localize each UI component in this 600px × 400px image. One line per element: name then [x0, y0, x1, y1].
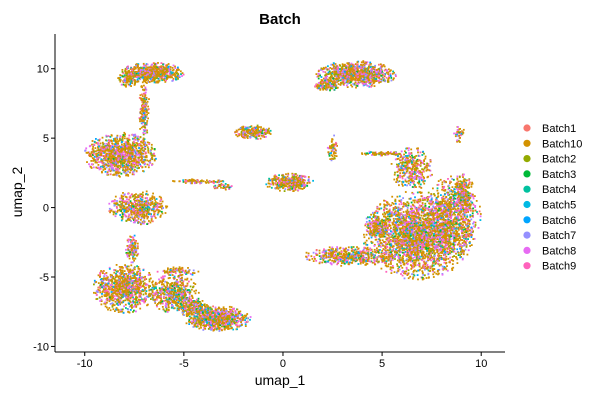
y-tick-label: 0: [43, 203, 49, 215]
legend: Batch1 Batch10 Batch2 Batch3 Batch4 Batch5 Bat…: [523, 123, 582, 273]
legend-item-batch6: Batch6: [523, 215, 576, 227]
legend-label: Batch4: [542, 184, 576, 196]
legend-swatch: [523, 155, 531, 163]
point-cluster-6: [305, 246, 396, 267]
x-tick-label: 10: [475, 358, 487, 370]
legend-label: Batch10: [542, 138, 582, 150]
point-cluster-24: [172, 178, 225, 185]
legend-item-batch8: Batch8: [523, 245, 576, 257]
legend-item-batch9: Batch9: [523, 261, 576, 273]
legend-item-batch1: Batch1: [523, 123, 576, 135]
legend-label: Batch1: [542, 123, 576, 135]
point-cluster-21: [156, 266, 200, 277]
point-cluster-17: [234, 124, 272, 140]
point-cluster-18: [265, 172, 314, 192]
x-tick-label: -10: [77, 358, 93, 370]
point-cluster-12: [108, 190, 169, 226]
legend-swatch: [523, 200, 531, 209]
y-tick-label: 5: [43, 133, 49, 145]
x-tick-label: -5: [179, 358, 189, 370]
point-cluster-10: [121, 62, 185, 84]
legend-swatch: [523, 139, 531, 147]
y-tick-label: -10: [33, 341, 49, 353]
y-tick-label: -5: [39, 272, 49, 284]
point-cluster-26: [213, 183, 233, 191]
legend-label: Batch5: [542, 200, 576, 212]
legend-label: Batch7: [542, 230, 576, 242]
x-tick-label: 5: [379, 358, 385, 370]
legend-label: Batch3: [542, 169, 576, 181]
legend-swatch: [523, 170, 531, 178]
point-cluster-23: [365, 219, 391, 238]
legend-swatch: [523, 216, 531, 224]
point-cluster-20: [125, 234, 140, 264]
point-cluster-7: [315, 60, 397, 89]
legend-label: Batch9: [542, 261, 576, 273]
legend-swatch: [523, 246, 531, 254]
point-cluster-3: [390, 147, 433, 189]
legend-label: Batch2: [542, 154, 576, 166]
legend-item-batch3: Batch3: [523, 169, 576, 181]
legend-swatch: [523, 124, 531, 132]
point-cluster-9: [84, 131, 157, 178]
point-cluster-5: [453, 126, 465, 143]
point-cluster-22: [361, 150, 401, 157]
point-cluster-4: [452, 173, 475, 214]
point-cluster-11: [117, 72, 139, 88]
x-tick-label: 0: [280, 358, 286, 370]
point-cluster-16: [175, 298, 210, 318]
y-tick-label: 10: [37, 64, 49, 76]
legend-label: Batch8: [542, 245, 576, 257]
points-layer: [84, 60, 482, 332]
legend-swatch: [523, 262, 531, 270]
point-cluster-25: [326, 134, 338, 162]
x-axis-title: umap_1: [255, 372, 306, 388]
legend-item-batch10: Batch10: [523, 138, 582, 150]
legend-swatch: [523, 231, 531, 239]
legend-swatch: [523, 185, 531, 193]
legend-item-batch2: Batch2: [523, 154, 576, 166]
legend-item-batch4: Batch4: [523, 184, 576, 196]
chart-title: Batch: [259, 11, 301, 28]
legend-label: Batch6: [542, 215, 576, 227]
y-axis-title: umap_2: [9, 166, 25, 217]
point-cluster-8: [314, 78, 340, 92]
axes: -10 -5 0 5 10 -10 -5 0 5 10: [33, 34, 505, 370]
point-cluster-19: [138, 79, 150, 141]
legend-item-batch7: Batch7: [523, 230, 576, 242]
point-cluster-13: [93, 264, 157, 314]
legend-item-batch5: Batch5: [523, 200, 576, 212]
